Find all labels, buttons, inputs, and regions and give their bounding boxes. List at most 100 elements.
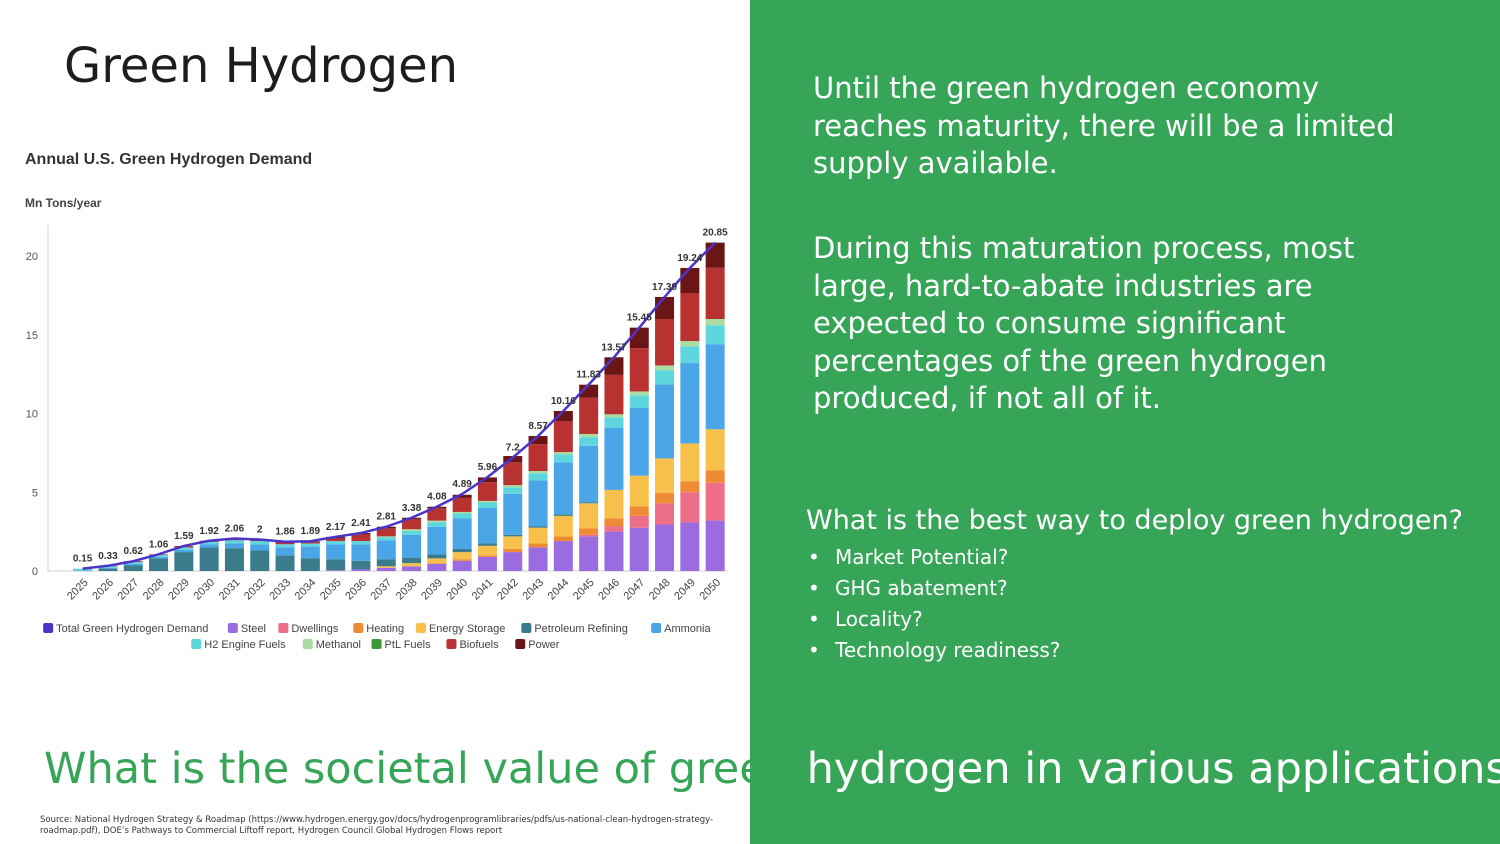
total-demand-line	[82, 241, 717, 570]
data-label: 4.08	[427, 492, 447, 503]
legend-label: Total Green Hydrogen Demand	[56, 623, 208, 635]
chart-title: Annual U.S. Green Hydrogen Demand	[25, 151, 312, 168]
bar-segment	[376, 536, 396, 538]
bar-segment	[629, 391, 649, 396]
bar-segment	[452, 518, 472, 549]
bar-segment	[655, 524, 675, 571]
data-label: 1.06	[149, 539, 169, 550]
x-tick-label: 2041	[470, 577, 496, 603]
question-part-1: What is the societal value of green	[44, 744, 793, 794]
data-label: 11.83	[576, 370, 601, 381]
bar-segment	[629, 348, 649, 392]
y-tick-label: 0	[32, 566, 38, 578]
bar-segment	[705, 520, 725, 571]
x-tick-label: 2037	[369, 577, 395, 603]
data-label: 0.33	[98, 551, 118, 562]
x-tick-label: 2038	[394, 577, 420, 603]
legend-label: Power	[528, 639, 560, 651]
bar-segment	[98, 567, 118, 569]
bar-segment	[477, 556, 497, 571]
bar-segment	[174, 547, 194, 550]
maturity-paragraph: Until the green hydrogen economy reaches…	[813, 71, 1395, 180]
x-tick-label: 2028	[141, 577, 167, 603]
bar-segment	[680, 443, 700, 482]
list-item-label: GHG abatement?	[835, 576, 1008, 600]
bar-segment	[604, 531, 624, 571]
bar-segment	[528, 526, 548, 528]
bar-segment	[402, 519, 422, 530]
bar-segment	[579, 433, 599, 438]
data-label: 2.06	[225, 524, 245, 535]
bar-segment	[427, 558, 447, 564]
data-label: 13.57	[601, 342, 626, 353]
bar-segment	[705, 325, 725, 345]
source-note: Source: National Hydrogen Strategy & Roa…	[40, 815, 714, 836]
bullet-glyph: •	[808, 576, 820, 600]
bar-segment	[477, 555, 497, 557]
x-tick-label: 2034	[293, 577, 319, 603]
bar-segment	[705, 470, 725, 483]
x-tick-label: 2030	[191, 577, 217, 603]
data-label: 8.57	[528, 421, 548, 432]
data-label: 2.81	[377, 512, 397, 523]
bar-segment	[528, 470, 548, 474]
bar-segment	[604, 526, 624, 532]
bar-segment	[503, 548, 523, 553]
legend-swatch	[43, 623, 54, 633]
bar-segment	[275, 544, 295, 548]
x-tick-label: 2036	[343, 577, 369, 603]
x-tick-label: 2029	[166, 577, 192, 603]
bar-segment	[326, 559, 346, 571]
bar-segment	[629, 527, 649, 571]
legend-label: Petroleum Refining	[534, 623, 628, 635]
bar-segment	[300, 558, 320, 571]
bar-segment	[351, 569, 371, 571]
green-hydrogen-demand-chart: Annual U.S. Green Hydrogen Demand Mn Tons…	[25, 151, 728, 651]
bar-segment	[680, 341, 700, 347]
bar-segment	[402, 557, 422, 564]
bar-segment	[655, 319, 675, 366]
bar-segment	[326, 538, 346, 542]
bar-segment	[477, 477, 497, 483]
y-tick-label: 15	[26, 330, 38, 342]
x-tick-label: 2026	[90, 577, 116, 603]
bar-segment	[503, 493, 523, 535]
bar-segment	[655, 370, 675, 385]
bar-segment	[604, 414, 624, 418]
y-axis-label: Mn Tons/year	[25, 196, 102, 210]
bar-segment	[351, 560, 371, 570]
bar-segment	[655, 503, 675, 525]
x-tick-label: 2048	[647, 577, 673, 603]
bar-segment	[579, 503, 599, 529]
bar-segment	[528, 527, 548, 544]
bar-segment	[300, 541, 320, 544]
question-part-2: hydrogen in various applications?	[792, 744, 1500, 794]
bar-segment	[452, 559, 472, 561]
bar-segment	[680, 522, 700, 571]
bar-segment	[376, 559, 396, 567]
bar-segment	[477, 482, 497, 501]
bar-segment	[655, 493, 675, 504]
bullet-glyph: •	[808, 545, 820, 569]
bar-segment	[553, 410, 573, 422]
data-label: 1.86	[275, 527, 295, 538]
bar-segment	[98, 568, 118, 571]
bar-segment	[326, 570, 346, 571]
bar-segment	[655, 384, 675, 459]
x-tick-label: 2031	[217, 577, 243, 603]
bar-segment	[477, 545, 497, 556]
bar-segment	[351, 544, 371, 561]
bar-segment	[73, 568, 93, 571]
bar-segment	[705, 267, 725, 319]
bar-segment	[452, 548, 472, 553]
bar-segment	[604, 417, 624, 428]
bar-segment	[351, 534, 371, 542]
bar-segment	[503, 487, 523, 494]
bar-segment	[376, 567, 396, 571]
data-label: 0.15	[73, 554, 93, 565]
bar-segment	[427, 520, 447, 523]
bar-segment	[705, 429, 725, 471]
bar-segment	[427, 526, 447, 555]
bar-segment	[275, 547, 295, 556]
bar-segment	[376, 537, 396, 541]
